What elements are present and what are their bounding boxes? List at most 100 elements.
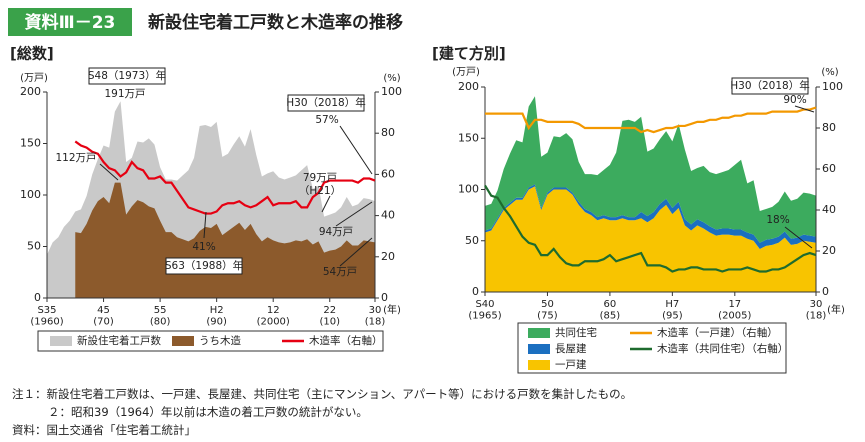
annotation-box — [88, 67, 166, 85]
y-tick-label: 150 — [20, 137, 41, 150]
legend-swatch — [528, 344, 550, 354]
area — [75, 182, 375, 298]
legend-box — [37, 330, 384, 352]
label-line: (1965) — [468, 311, 501, 322]
annotation-box — [287, 94, 365, 112]
y2-tick-label: 0 — [822, 285, 829, 298]
y2-tick-label: 80 — [822, 121, 836, 134]
annotation: 57% — [315, 114, 338, 126]
axis-unit: (万戸) — [20, 72, 48, 84]
legend-label: 木造率（右軸） — [309, 334, 383, 347]
legend-swatch — [528, 328, 550, 338]
legend-label: 一戸建 — [555, 358, 587, 371]
x-tick-label: 60 (85) — [600, 299, 621, 322]
annotation: 18% — [766, 214, 789, 226]
label-line: 17 — [728, 299, 741, 310]
label-line: (90) — [206, 317, 227, 328]
legend-swatch — [172, 336, 194, 346]
x-tick-label: 12 (2000) — [257, 305, 290, 328]
label-line: S35 — [37, 305, 56, 316]
y2-tick-label: 100 — [381, 85, 402, 98]
axis-unit: (%) — [821, 67, 838, 78]
axis-unit: (年) — [827, 303, 845, 316]
y-tick-label: 0 — [34, 291, 41, 304]
label-line: (75) — [537, 311, 558, 322]
note: 注１：新設住宅着工戸数は、一戸建、長屋建、共同住宅（主にマンション、アパート等）… — [12, 387, 633, 401]
label-line: (95) — [662, 311, 683, 322]
legend-swatch — [528, 360, 550, 370]
label-line: 30 — [369, 305, 382, 316]
legend-label: 木造率（一戸建）（右軸） — [657, 326, 778, 339]
legend-label: 長屋建 — [555, 342, 587, 355]
annotation: 191万戸 — [104, 88, 145, 100]
callout-line — [321, 195, 331, 213]
legend-label: 新設住宅着工戸数 — [77, 334, 161, 347]
legend-label: 共同住宅 — [555, 326, 597, 339]
y2-tick-label: 20 — [381, 250, 395, 263]
line — [74, 140, 376, 215]
label-line: (10) — [319, 317, 340, 328]
label-line: (18) — [806, 311, 827, 322]
header-badge — [8, 8, 132, 36]
header-label: 資料Ⅲ－23 — [25, 12, 116, 33]
label-line: H7 — [665, 299, 679, 310]
x-tick-label: 30 (18) — [365, 305, 386, 328]
y2-tick-label: 100 — [822, 80, 843, 93]
x-tick-label: S35 (1960) — [30, 305, 63, 328]
y-tick-label: 50 — [465, 234, 479, 247]
label-line: 45 — [97, 305, 110, 316]
annotation-box — [731, 77, 809, 95]
legend-swatch — [50, 336, 72, 346]
label-line: (2000) — [257, 317, 290, 328]
legend-label: 木造率（共同住宅）（右軸） — [657, 342, 788, 355]
label-line: (80) — [150, 317, 171, 328]
annotation: 90% — [783, 94, 806, 106]
note: ２：昭和39（1964）年以前は木造の着工戸数の統計がない。 — [48, 405, 368, 419]
header-title: 新設住宅着工戸数と木造率の推移 — [148, 12, 403, 33]
y-tick-label: 100 — [458, 183, 479, 196]
x-tick-label: 17 (2005) — [718, 299, 751, 322]
label-line: H2 — [210, 305, 224, 316]
label-line: (2005) — [718, 311, 751, 322]
callout-line — [99, 163, 119, 181]
area — [485, 186, 816, 292]
annotation: 94万戸 — [319, 226, 353, 238]
y-tick-label: 200 — [20, 85, 41, 98]
line — [484, 184, 817, 273]
label-line: 12 — [267, 305, 280, 316]
annotation: S48（1973）年 — [88, 69, 166, 82]
annotation: 41% — [192, 241, 215, 253]
annotation: 54万戸 — [323, 266, 357, 278]
x-tick-label: 22 (10) — [319, 305, 340, 328]
axis-unit: (万戸) — [452, 66, 480, 78]
label-line: (85) — [600, 311, 621, 322]
y2-tick-label: 40 — [381, 209, 395, 222]
chart-subtitle: [総数] — [10, 45, 54, 63]
x-tick-label: H2 (90) — [206, 305, 227, 328]
y-tick-label: 100 — [20, 188, 41, 201]
axis-unit: (%) — [383, 73, 400, 84]
annotation: （H21） — [299, 185, 341, 197]
x-tick-label: 30 (18) — [806, 299, 827, 322]
label-line: 60 — [604, 299, 617, 310]
chart-subtitle: [建て方別] — [432, 45, 506, 63]
y2-tick-label: 40 — [822, 203, 836, 216]
axis-unit: (年) — [383, 303, 401, 316]
annotation: H30（2018）年 — [730, 79, 809, 92]
line — [485, 106, 817, 134]
label-line: 22 — [323, 305, 336, 316]
charts: 資料Ⅲ－23 新設住宅着工戸数と木造率の推移 [総数] [建て方別] 0 50 10… — [8, 8, 845, 374]
label-line: (1960) — [30, 317, 63, 328]
y-tick-label: 150 — [458, 131, 479, 144]
y2-tick-label: 80 — [381, 126, 395, 139]
x-tick-label: H7 (95) — [662, 299, 683, 322]
y2-tick-label: 0 — [381, 291, 388, 304]
label-line: 55 — [154, 305, 167, 316]
legend-label: うち木造 — [199, 334, 241, 347]
callout-line — [339, 125, 373, 175]
label-line: 50 — [541, 299, 554, 310]
callout-line — [794, 105, 815, 113]
area — [485, 96, 816, 243]
y2-tick-label: 60 — [381, 167, 395, 180]
